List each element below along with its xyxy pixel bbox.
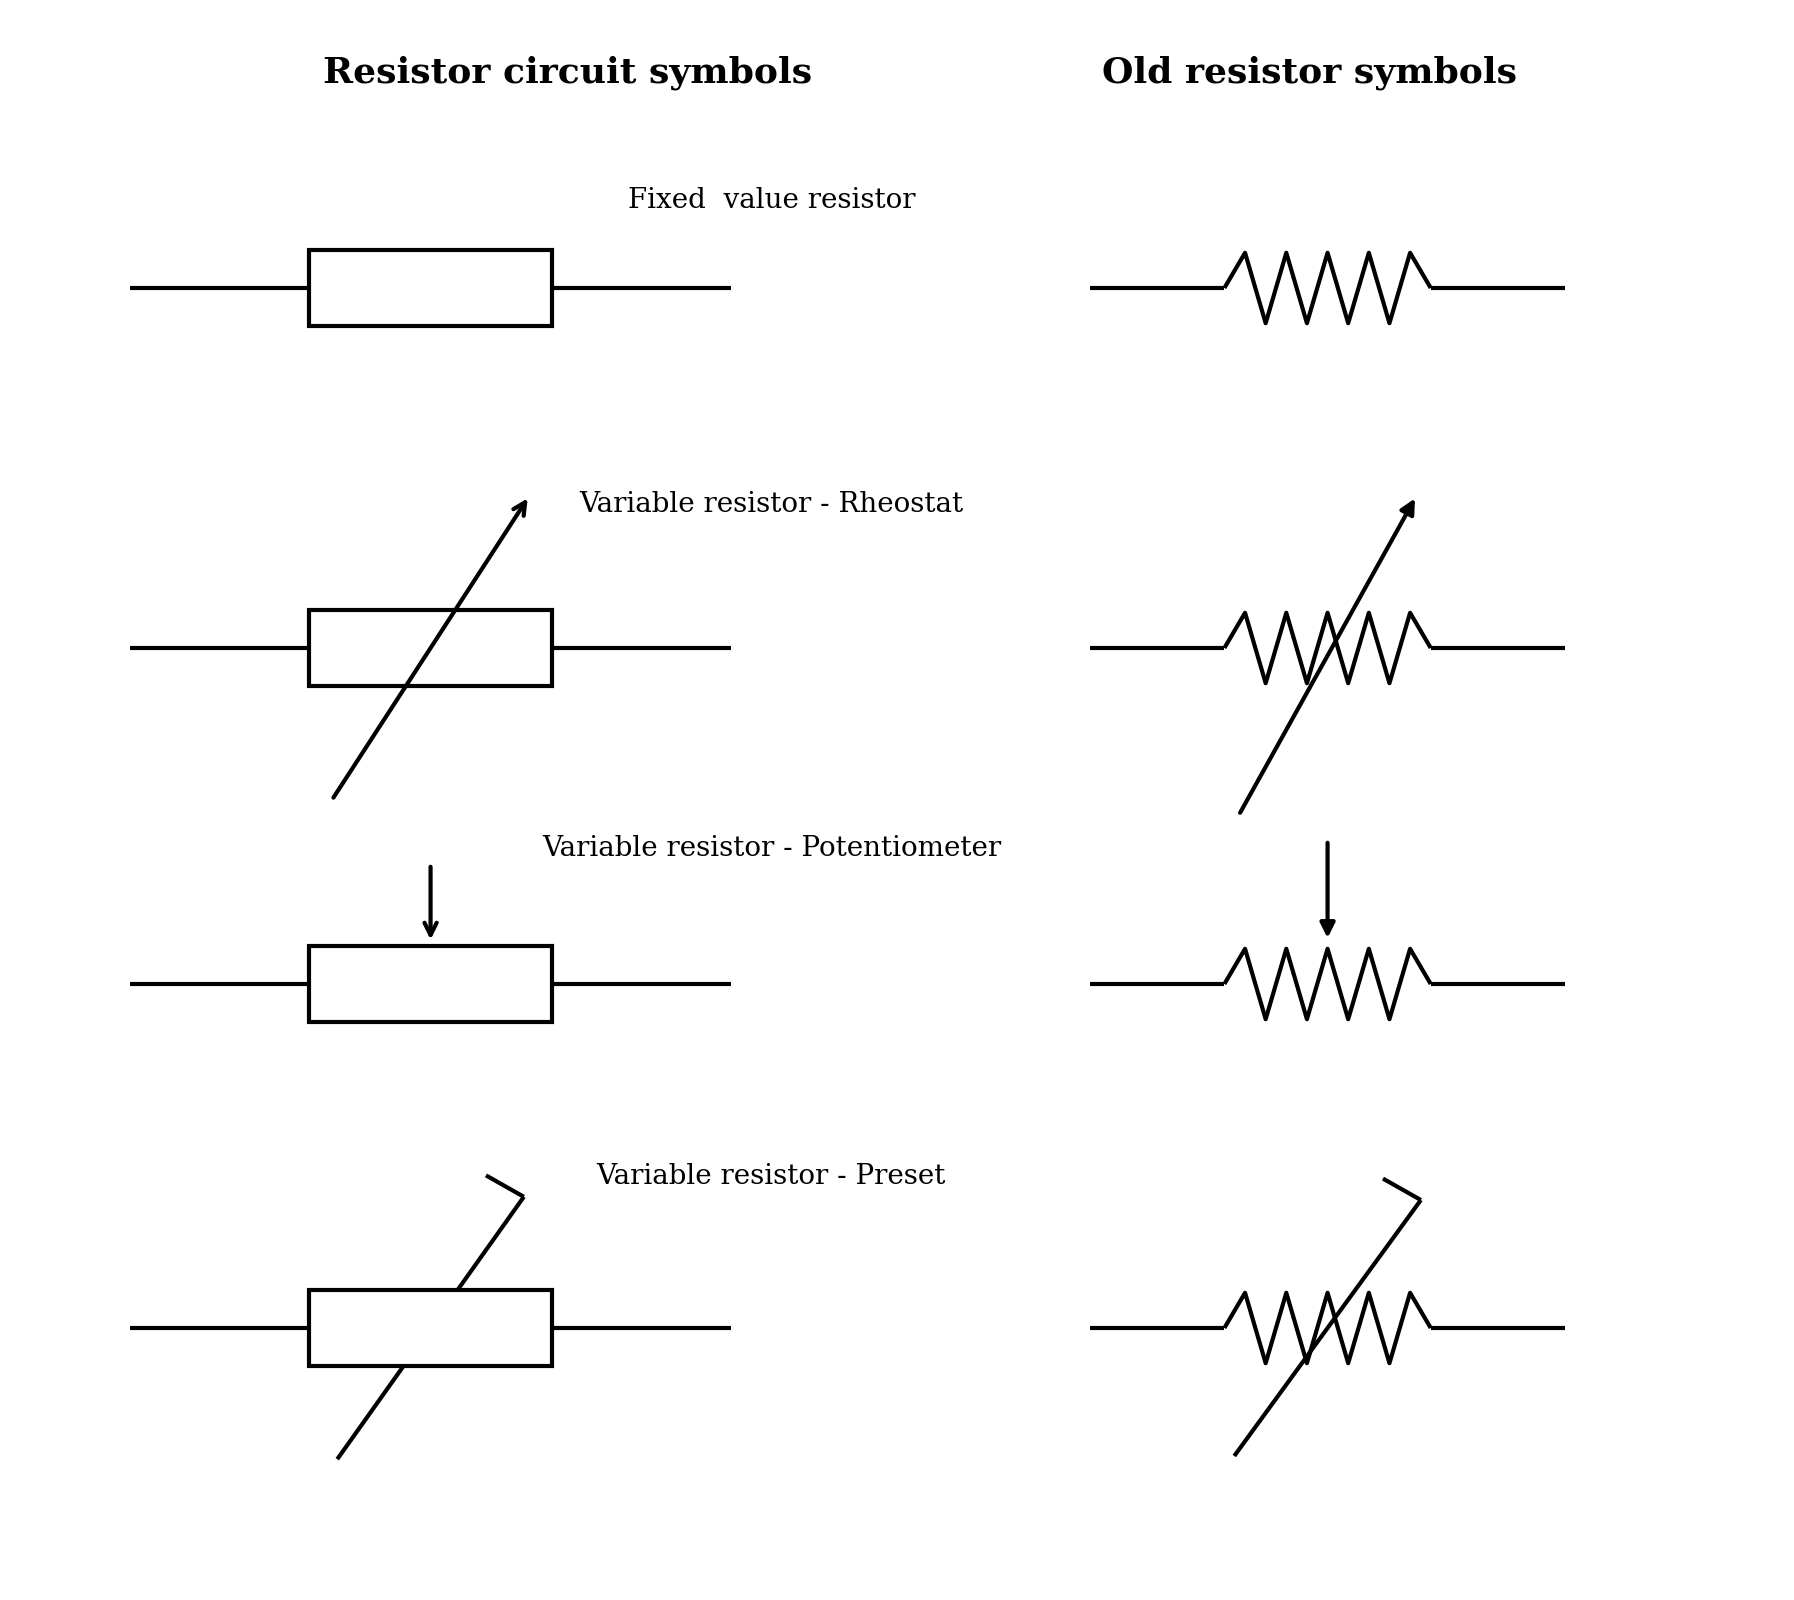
Text: Variable resistor - Rheostat: Variable resistor - Rheostat (579, 491, 963, 517)
FancyBboxPatch shape (309, 946, 553, 1022)
Text: Old resistor symbols: Old resistor symbols (1102, 56, 1518, 91)
FancyBboxPatch shape (309, 610, 553, 686)
Text: Fixed  value resistor: Fixed value resistor (628, 187, 915, 213)
FancyBboxPatch shape (309, 250, 553, 326)
FancyBboxPatch shape (309, 1290, 553, 1366)
Text: Variable resistor - Preset: Variable resistor - Preset (597, 1163, 945, 1189)
Text: Resistor circuit symbols: Resistor circuit symbols (323, 56, 813, 91)
Text: Variable resistor - Potentiometer: Variable resistor - Potentiometer (542, 835, 1001, 861)
